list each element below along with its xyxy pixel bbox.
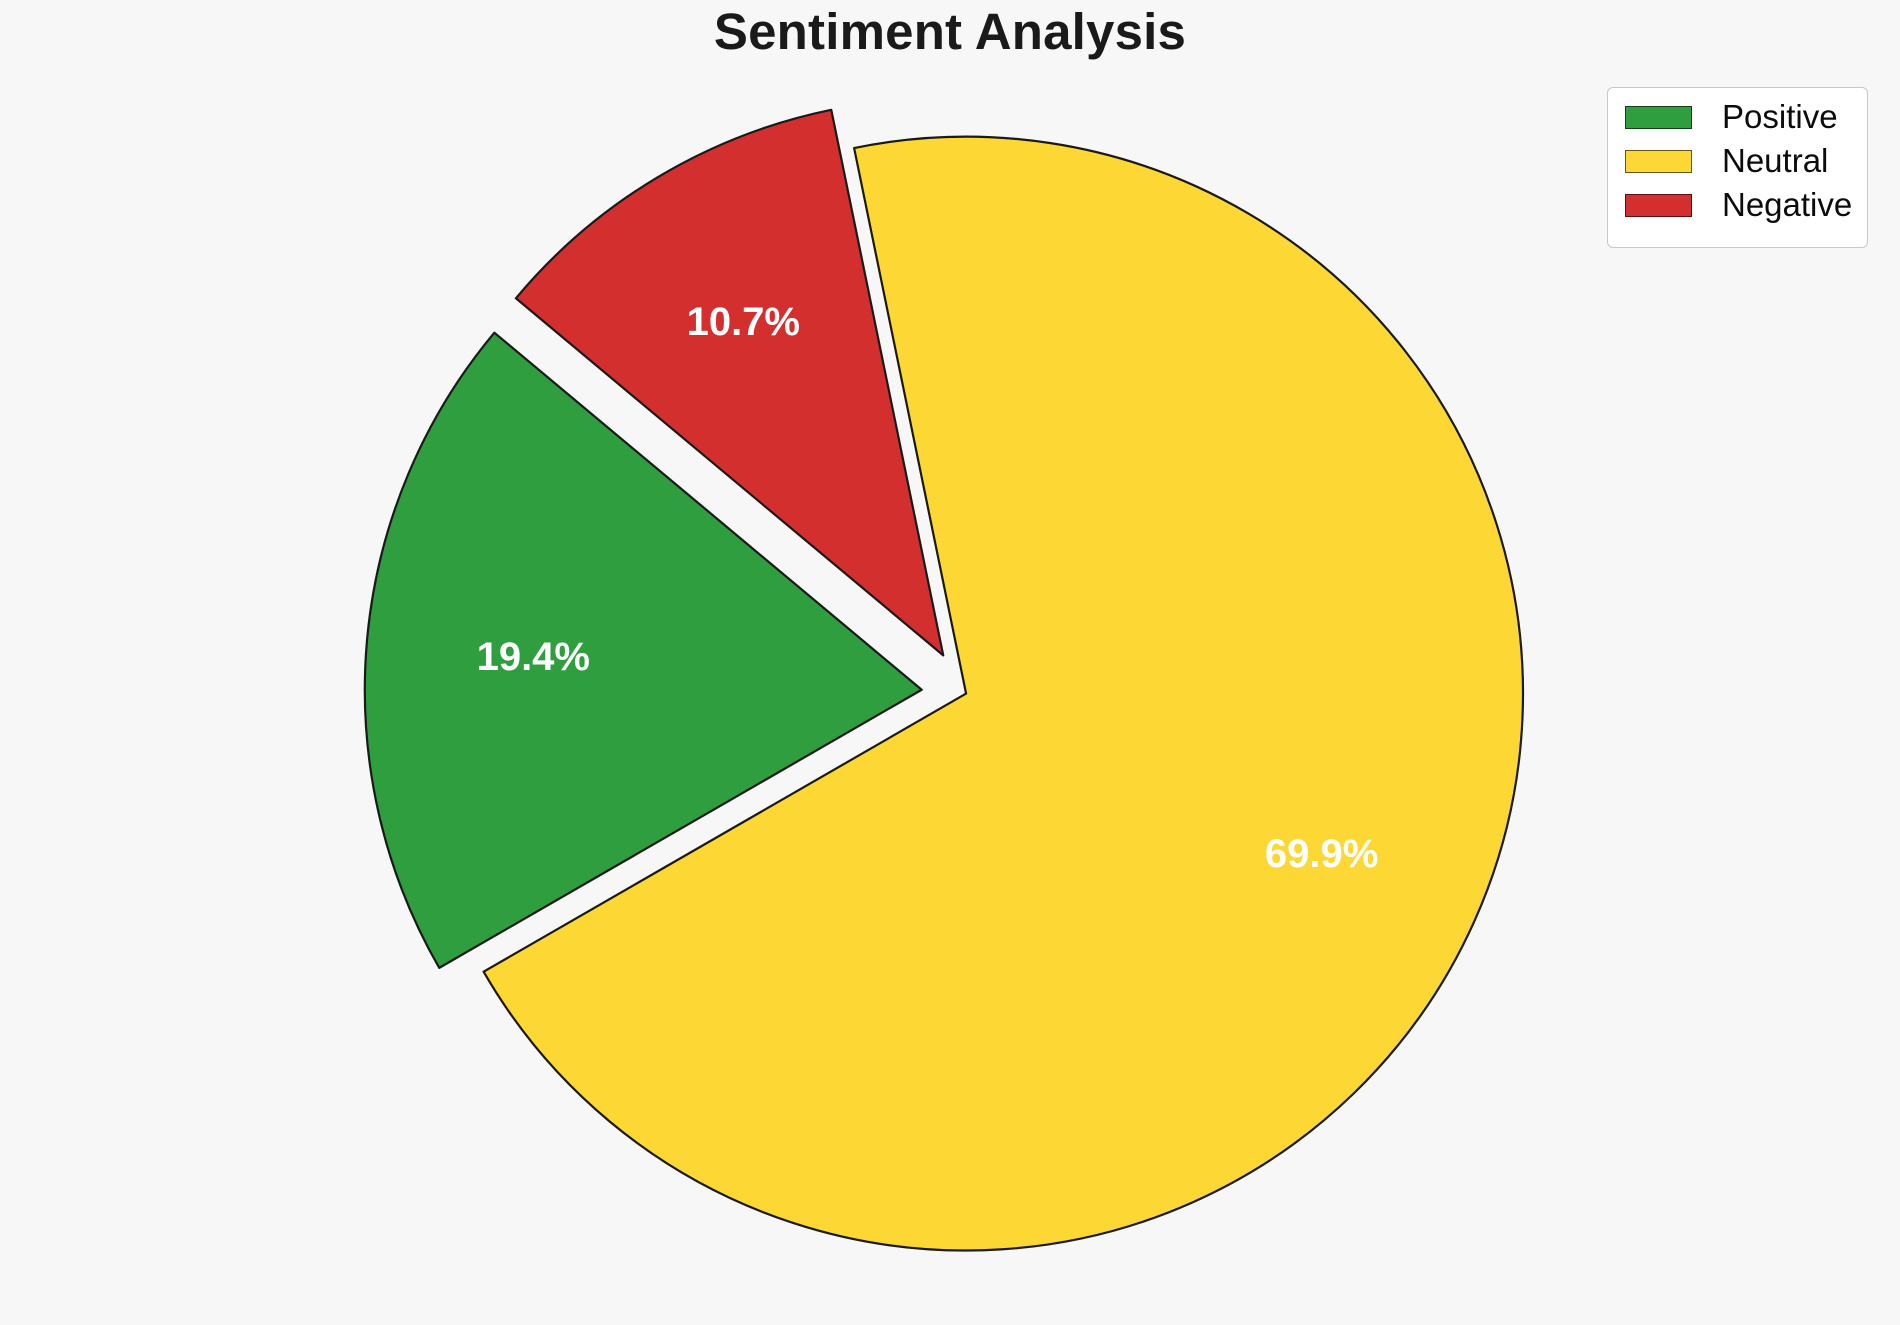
svg-text:19.4%: 19.4% — [477, 635, 590, 679]
svg-text:69.9%: 69.9% — [1265, 832, 1378, 876]
svg-text:10.7%: 10.7% — [687, 300, 800, 344]
